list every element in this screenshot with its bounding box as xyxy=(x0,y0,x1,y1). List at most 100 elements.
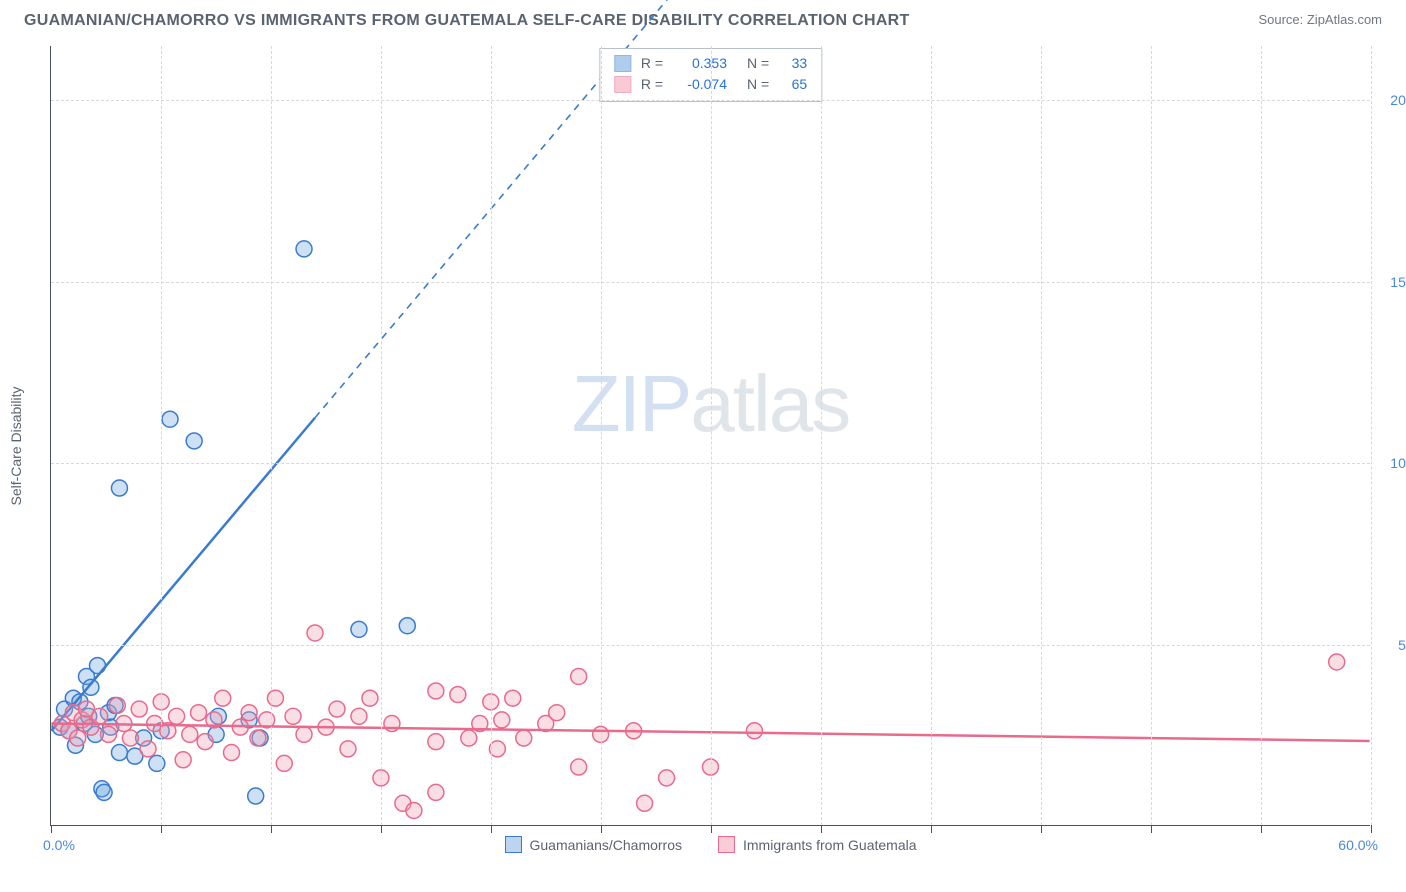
x-tick-mark xyxy=(1371,825,1372,833)
gridline-vertical xyxy=(1151,46,1152,825)
data-point xyxy=(296,726,312,742)
gridline-vertical xyxy=(821,46,822,825)
data-point xyxy=(296,241,312,257)
gridline-vertical xyxy=(601,46,602,825)
data-point xyxy=(224,745,240,761)
x-axis-min-label: 0.0% xyxy=(43,837,75,853)
x-tick-mark xyxy=(491,825,492,833)
data-point xyxy=(571,668,587,684)
data-point xyxy=(571,759,587,775)
gridline-vertical xyxy=(1041,46,1042,825)
y-tick-label: 10.0% xyxy=(1390,455,1406,471)
data-point xyxy=(250,730,266,746)
source-attribution: Source: ZipAtlas.com xyxy=(1258,12,1382,27)
data-point xyxy=(96,784,112,800)
r-value: 0.353 xyxy=(673,53,727,74)
legend-item: Immigrants from Guatemala xyxy=(718,836,917,853)
legend-label: Immigrants from Guatemala xyxy=(743,837,917,853)
x-tick-mark xyxy=(931,825,932,833)
gridline-vertical xyxy=(161,46,162,825)
data-point xyxy=(406,803,422,819)
n-label: N = xyxy=(747,53,769,74)
gridline-vertical xyxy=(1261,46,1262,825)
x-tick-mark xyxy=(1151,825,1152,833)
data-point xyxy=(215,690,231,706)
data-point xyxy=(450,687,466,703)
data-point xyxy=(307,625,323,641)
x-tick-mark xyxy=(1261,825,1262,833)
data-point xyxy=(461,730,477,746)
r-label: R = xyxy=(641,53,663,74)
data-point xyxy=(131,701,147,717)
y-tick-label: 15.0% xyxy=(1390,274,1406,290)
data-point xyxy=(267,690,283,706)
data-point xyxy=(149,755,165,771)
data-point xyxy=(285,708,301,724)
data-point xyxy=(428,734,444,750)
data-point xyxy=(659,770,675,786)
data-point xyxy=(175,752,191,768)
regression-line-solid xyxy=(51,418,315,731)
data-point xyxy=(169,708,185,724)
regression-line-dashed xyxy=(315,0,1370,418)
gridline-vertical xyxy=(491,46,492,825)
data-point xyxy=(1329,654,1345,670)
gridline-vertical xyxy=(271,46,272,825)
data-point xyxy=(351,621,367,637)
data-point xyxy=(241,705,257,721)
x-tick-mark xyxy=(711,825,712,833)
data-point xyxy=(100,726,116,742)
chart-title: GUAMANIAN/CHAMORRO VS IMMIGRANTS FROM GU… xyxy=(24,12,910,30)
legend-swatch xyxy=(504,836,521,853)
data-point xyxy=(111,745,127,761)
legend-label: Guamanians/Chamorros xyxy=(529,837,682,853)
data-point xyxy=(329,701,345,717)
data-point xyxy=(494,712,510,728)
data-point xyxy=(162,411,178,427)
data-point xyxy=(399,618,415,634)
gridline-vertical xyxy=(711,46,712,825)
data-point xyxy=(549,705,565,721)
data-point xyxy=(111,480,127,496)
data-point xyxy=(140,741,156,757)
data-point xyxy=(637,795,653,811)
gridline-vertical xyxy=(381,46,382,825)
data-point xyxy=(516,730,532,746)
data-point xyxy=(276,755,292,771)
r-value: -0.074 xyxy=(673,74,727,95)
y-axis-label: Self-Care Disability xyxy=(8,386,24,505)
r-label: R = xyxy=(641,74,663,95)
n-label: N = xyxy=(747,74,769,95)
data-point xyxy=(186,433,202,449)
data-point xyxy=(182,726,198,742)
data-point xyxy=(362,690,378,706)
legend: Guamanians/Chamorros Immigrants from Guat… xyxy=(504,836,916,853)
legend-swatch xyxy=(718,836,735,853)
x-tick-mark xyxy=(51,825,52,833)
data-point xyxy=(248,788,264,804)
y-tick-label: 5.0% xyxy=(1398,637,1406,653)
data-point xyxy=(428,784,444,800)
legend-item: Guamanians/Chamorros xyxy=(504,836,682,853)
gridline-vertical xyxy=(931,46,932,825)
x-tick-mark xyxy=(271,825,272,833)
data-point xyxy=(340,741,356,757)
gridline-vertical xyxy=(1371,46,1372,825)
data-point xyxy=(109,697,125,713)
x-tick-mark xyxy=(1041,825,1042,833)
data-point xyxy=(428,683,444,699)
data-point xyxy=(351,708,367,724)
x-tick-mark xyxy=(381,825,382,833)
n-value: 33 xyxy=(779,53,807,74)
series-swatch xyxy=(614,76,631,93)
data-point xyxy=(70,730,86,746)
x-axis-max-label: 60.0% xyxy=(1338,837,1378,853)
data-point xyxy=(92,708,108,724)
data-point xyxy=(191,705,207,721)
x-tick-mark xyxy=(161,825,162,833)
data-point xyxy=(505,690,521,706)
data-point xyxy=(83,679,99,695)
n-value: 65 xyxy=(779,74,807,95)
data-point xyxy=(746,723,762,739)
x-tick-mark xyxy=(601,825,602,833)
